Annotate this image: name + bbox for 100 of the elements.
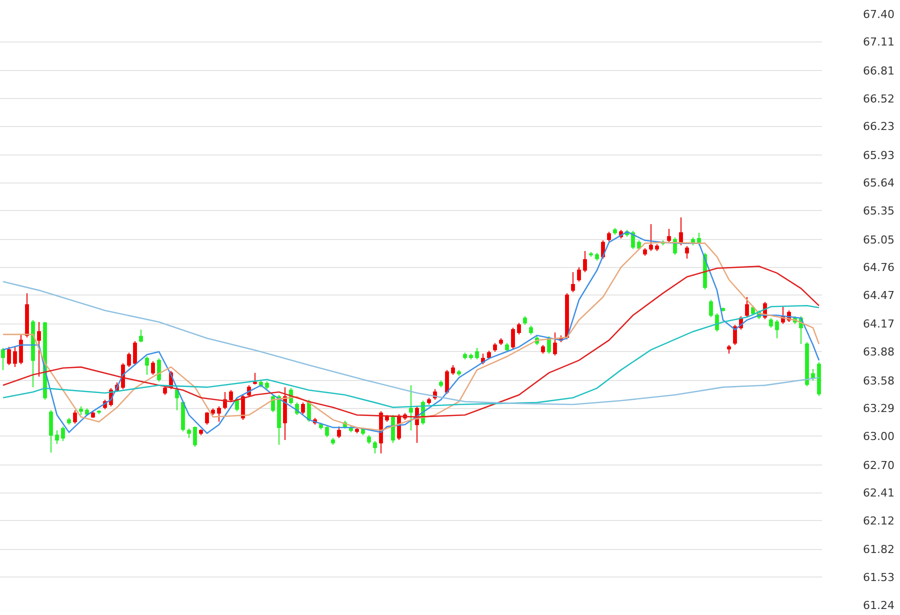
candlestick (499, 338, 503, 346)
candlestick (673, 237, 677, 256)
y-tick-label: 61.82 (863, 543, 894, 556)
candlestick (175, 388, 179, 411)
candlestick (391, 414, 395, 444)
candlestick (385, 414, 389, 422)
candlestick (1, 347, 5, 370)
candlestick (37, 321, 41, 378)
y-tick-label: 63.00 (863, 430, 894, 443)
candlestick (319, 422, 323, 430)
y-tick-label: 62.70 (863, 458, 894, 472)
candlestick (19, 334, 23, 365)
y-tick-label: 67.40 (863, 8, 894, 21)
candlestick (199, 428, 203, 436)
candlestick (229, 390, 233, 402)
y-tick-label: 65.35 (863, 204, 894, 218)
candlestick (607, 231, 611, 242)
candlestick (589, 251, 593, 258)
candlestick (727, 344, 731, 354)
candlestick (265, 380, 269, 390)
candlestick (505, 342, 509, 352)
candlestick (49, 410, 53, 453)
candlestick (301, 402, 305, 415)
candlestick (631, 230, 635, 250)
candlestick (145, 356, 149, 376)
candlestick (55, 430, 59, 444)
y-tick-label: 64.17 (863, 318, 894, 331)
candlestick (193, 426, 197, 448)
candlestick (367, 434, 371, 444)
candlestick (25, 292, 29, 338)
candlestick (775, 320, 779, 339)
y-tick-label: 61.53 (863, 571, 894, 584)
candlestick (409, 384, 413, 431)
candlestick (451, 364, 455, 376)
candlestick (7, 346, 11, 366)
line-series (2, 281, 820, 406)
y-tick-label: 64.76 (863, 261, 894, 274)
candlestick (337, 426, 341, 439)
candlestick (205, 412, 209, 426)
candlestick (427, 397, 431, 405)
candlestick (85, 408, 89, 416)
y-tick-label: 63.88 (863, 346, 894, 359)
candlestick (157, 358, 161, 382)
y-tick-label: 63.29 (863, 402, 894, 416)
y-tick-label: 65.93 (863, 148, 894, 162)
candlestick (277, 394, 281, 446)
candlestick (715, 312, 719, 332)
candlestick (97, 410, 101, 415)
candlestick (163, 386, 167, 396)
candlestick (361, 427, 365, 436)
candlestick (67, 417, 71, 426)
candlestick (571, 272, 575, 293)
y-tick-label: 62.41 (863, 486, 894, 500)
candlestick (655, 244, 659, 252)
candlestick (331, 438, 335, 446)
y-tick-label: 67.11 (863, 36, 894, 49)
candlestick (649, 224, 653, 252)
y-tick-label: 65.05 (863, 233, 894, 246)
candlestick (31, 320, 35, 388)
candlestick (529, 325, 533, 335)
candlestick (577, 266, 581, 282)
candlestick (511, 327, 515, 350)
y-tick-label: 61.24 (863, 598, 894, 612)
candlestick (685, 246, 689, 260)
candlestick (709, 299, 713, 318)
y-tick-label: 62.12 (863, 514, 894, 528)
candlestick (487, 350, 491, 360)
candlestick (13, 345, 17, 368)
candlestick (61, 426, 65, 442)
candlestick (583, 250, 587, 273)
candlestick (457, 369, 461, 376)
candlestick (811, 368, 815, 381)
candlestick (817, 362, 821, 396)
y-tick-label: 63.58 (863, 374, 894, 388)
candlestick (469, 353, 473, 360)
y-tick-label: 66.52 (863, 92, 894, 106)
line-series (2, 266, 820, 418)
candlestick (679, 216, 683, 246)
y-tick-label: 64.47 (863, 288, 894, 302)
candlestick (211, 408, 215, 416)
candlestick (91, 410, 95, 418)
candlestick (463, 352, 467, 360)
candlestick (139, 329, 143, 343)
candlestick (79, 406, 83, 416)
candlestick (493, 342, 497, 352)
candlestick (745, 296, 749, 318)
candlestick (541, 344, 545, 354)
candlestick (355, 427, 359, 434)
candlestick (325, 426, 329, 438)
candlestick (133, 340, 137, 366)
candlestick (805, 342, 809, 387)
candlestick (73, 410, 77, 424)
candlestick (373, 440, 377, 454)
candlestick (217, 406, 221, 422)
candlestick (517, 322, 521, 335)
candlestick (127, 352, 131, 368)
candlestick (667, 228, 671, 243)
candlestick (475, 347, 479, 360)
candlestick (595, 252, 599, 262)
candlestick (439, 380, 443, 388)
